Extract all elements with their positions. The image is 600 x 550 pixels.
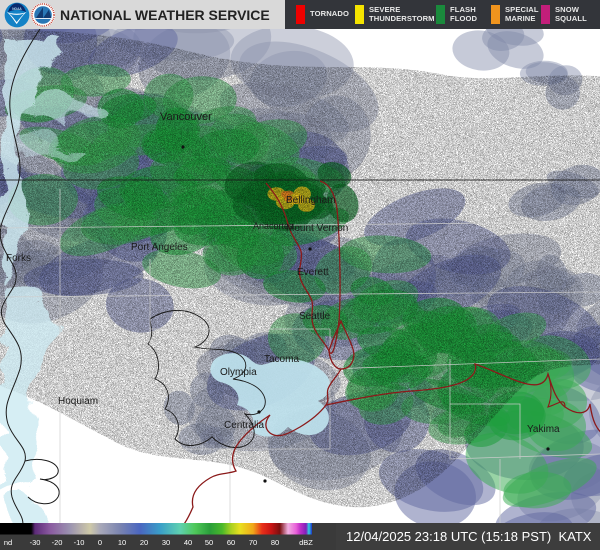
svg-text:80: 80 xyxy=(271,538,279,547)
svg-text:40: 40 xyxy=(184,538,192,547)
svg-text:50: 50 xyxy=(205,538,213,547)
svg-text:60: 60 xyxy=(227,538,235,547)
svg-text:70: 70 xyxy=(249,538,257,547)
svg-text:-30: -30 xyxy=(30,538,41,547)
svg-text:nd: nd xyxy=(4,538,12,547)
svg-text:dBZ: dBZ xyxy=(299,538,313,547)
svg-text:-10: -10 xyxy=(74,538,85,547)
svg-text:-20: -20 xyxy=(52,538,63,547)
svg-text:30: 30 xyxy=(162,538,170,547)
svg-text:NOAA: NOAA xyxy=(12,7,22,11)
svg-text:10: 10 xyxy=(118,538,126,547)
svg-text:0: 0 xyxy=(98,538,102,547)
svg-text:20: 20 xyxy=(140,538,148,547)
